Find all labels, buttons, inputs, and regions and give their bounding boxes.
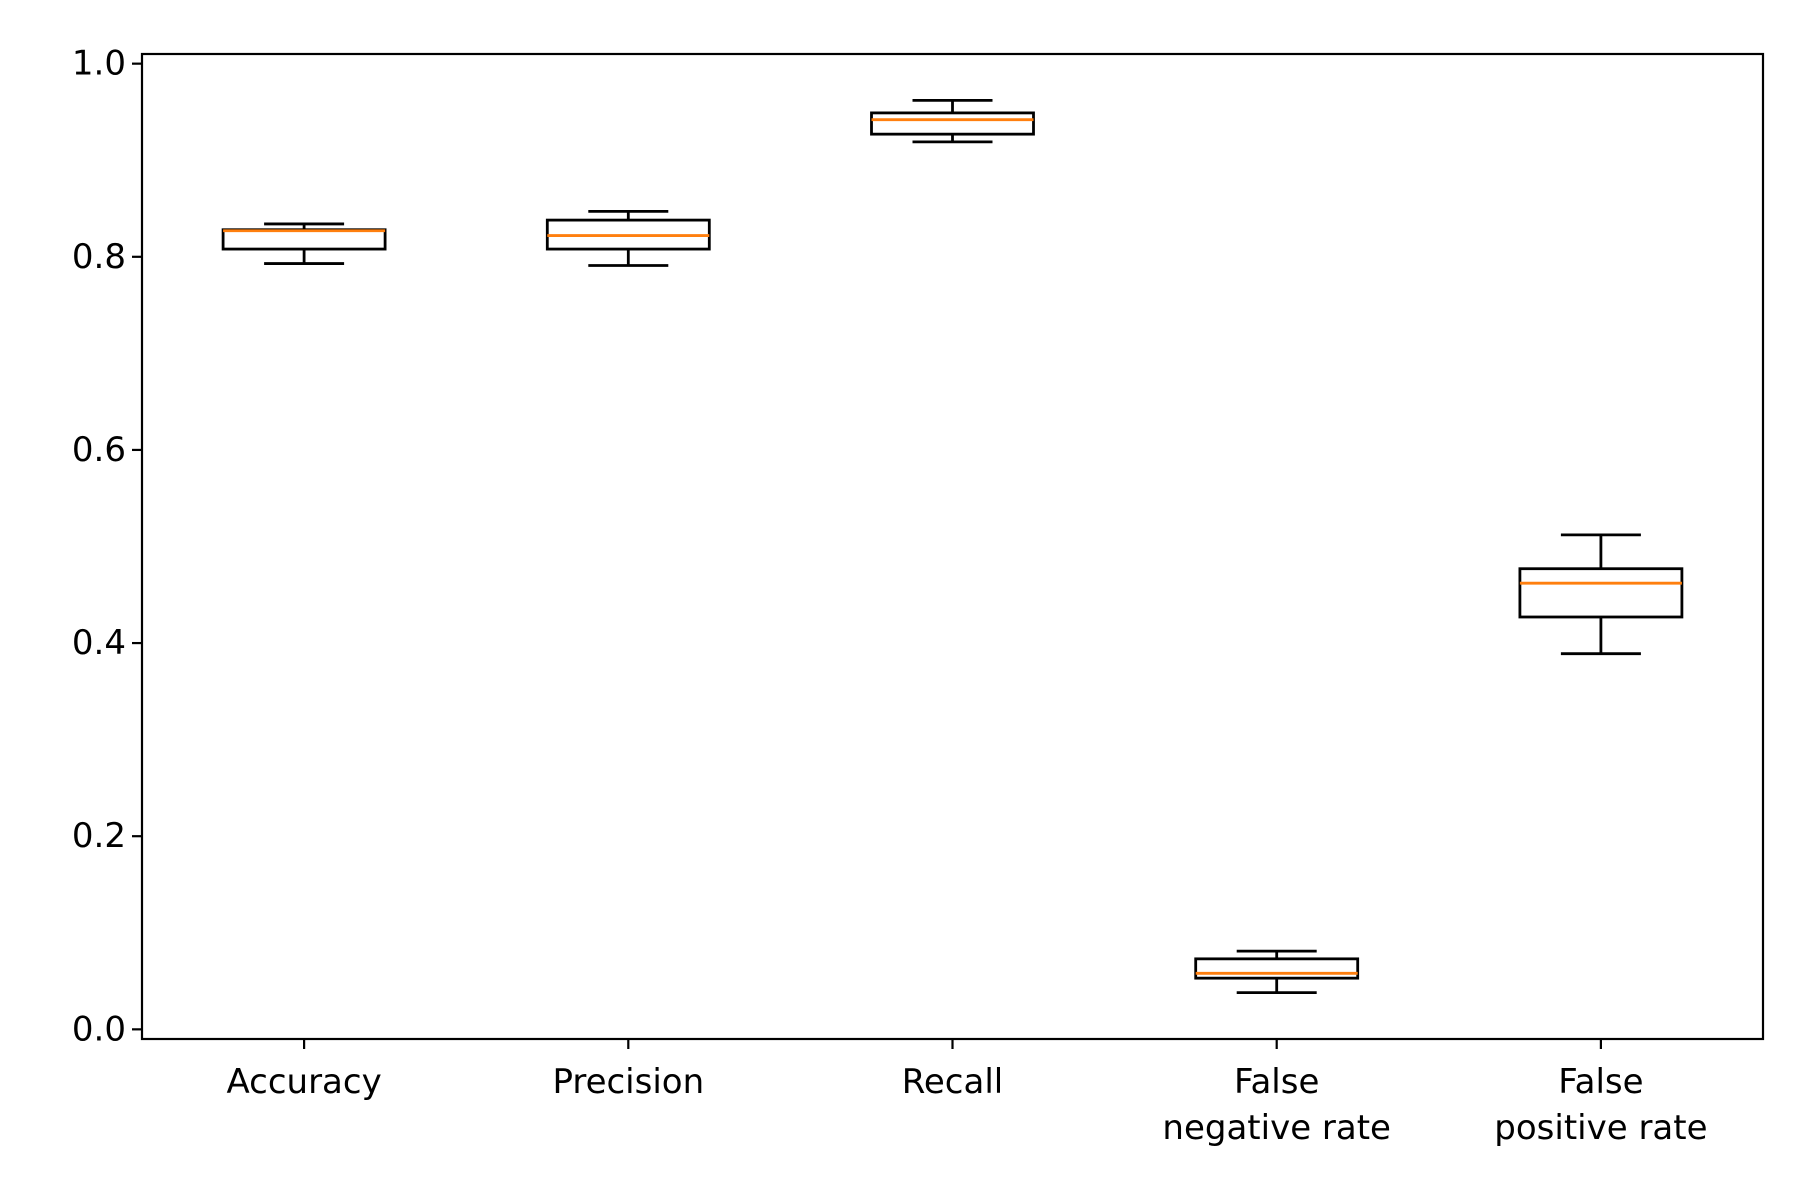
x-tick-label-line: Precision [552,1062,704,1102]
interquartile-box [870,111,1035,136]
x-tick-label: False positive rate [1494,1062,1707,1148]
y-axis: 0.0 0.2 0.4 0.6 0.8 1.0 [72,44,142,1049]
axes-layer: 0.0 0.2 0.4 0.6 0.8 1.0 Accuracy Precision Recal… [72,44,1765,1148]
y-tick-label: 0.8 [72,237,126,277]
y-tick-label: 0.6 [72,430,126,470]
interquartile-box [1518,567,1684,619]
y-tick-label: 1.0 [72,44,126,84]
x-tick-label-line: False [1234,1062,1319,1102]
x-tick-label-line: positive rate [1494,1108,1707,1148]
x-tick-label-line: Accuracy [226,1062,381,1102]
x-tick-label-line: False [1558,1062,1643,1102]
box-plot-5 [1518,533,1684,656]
box-plot-1 [221,222,387,265]
y-tick-label: 0.0 [72,1009,126,1049]
x-axis: Accuracy Precision Recall False negative rat… [226,1039,1708,1148]
x-tick-label-line: Recall [902,1062,1003,1102]
x-tick-label: False negative rate [1162,1062,1391,1148]
boxes-layer [221,98,1684,995]
box-plot-4 [1194,949,1360,995]
box-plot-2 [545,210,711,267]
x-tick-label: Recall [902,1062,1003,1102]
x-tick-label: Accuracy [226,1062,381,1102]
interquartile-box [1194,957,1360,980]
y-tick-label: 0.2 [72,816,126,856]
box-plot-3 [870,98,1035,144]
x-tick-label: Precision [552,1062,704,1102]
x-tick-label-line: negative rate [1162,1108,1391,1148]
y-tick-label: 0.4 [72,623,126,663]
